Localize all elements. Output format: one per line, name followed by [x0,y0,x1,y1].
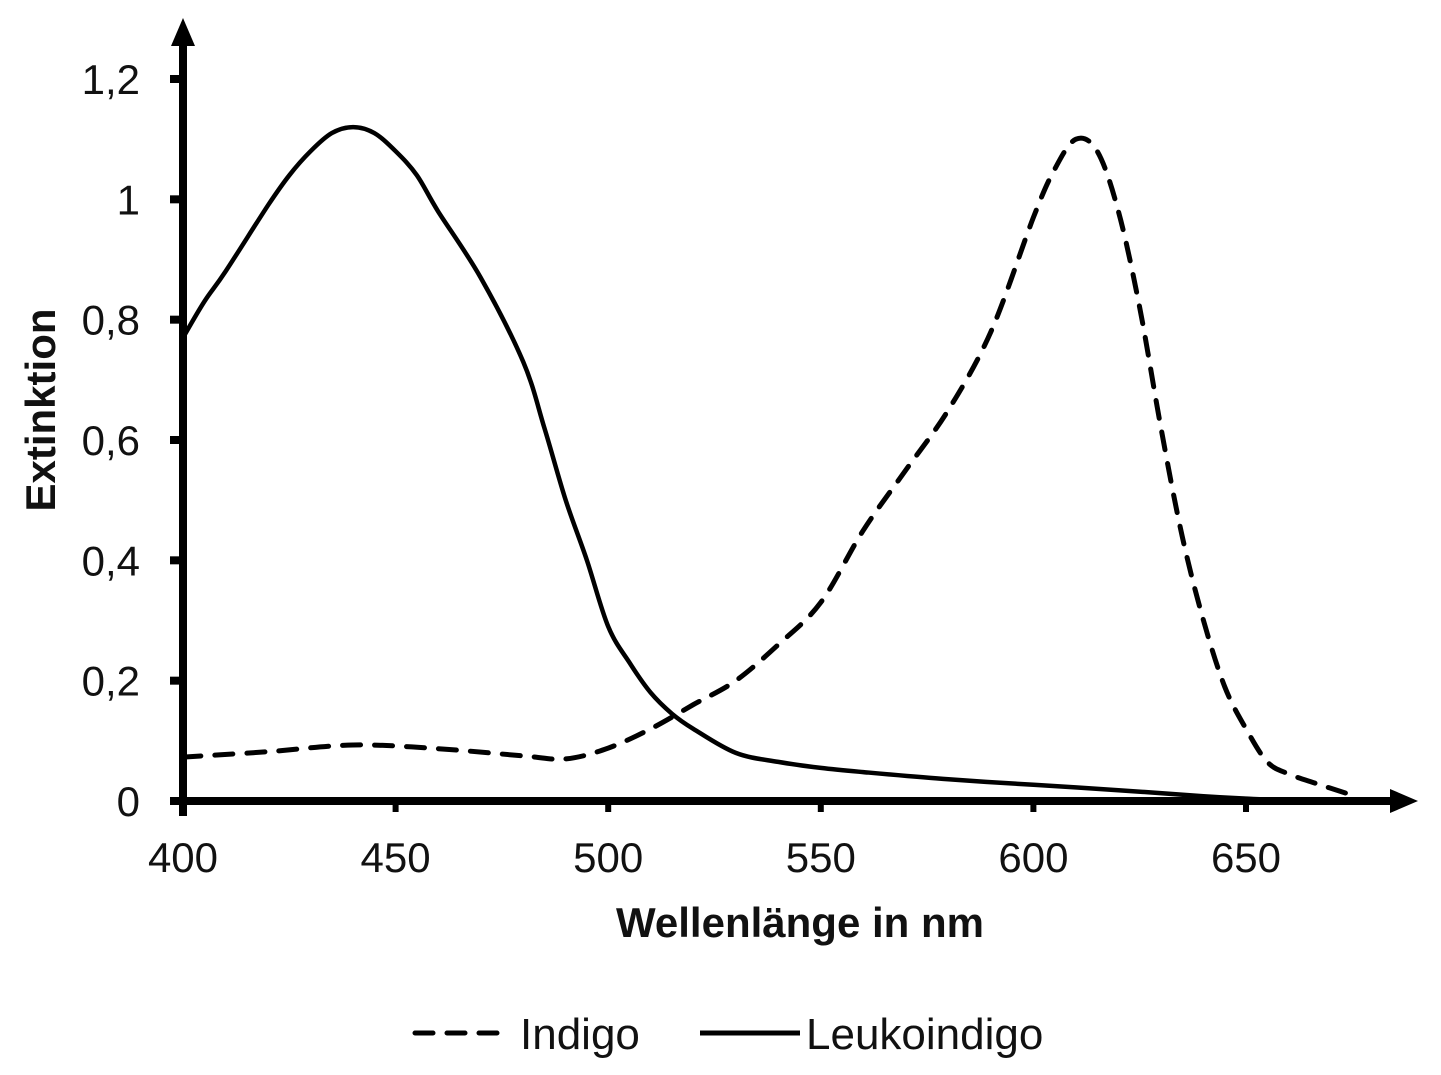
x-tick-label: 550 [786,834,856,881]
x-tick-label: 600 [998,834,1068,881]
y-tick-label: 1,2 [82,56,140,103]
x-tick-label: 450 [361,834,431,881]
legend-item-leukoindigo: Leukoindigo [700,1010,1043,1059]
legend-item-indigo: Indigo [412,1010,640,1059]
series-line-indigo [180,135,1351,797]
x-tick-label: 400 [148,834,218,881]
axes [171,18,1418,813]
y-tick-label: 0,8 [82,297,140,344]
x-tick-label: 650 [1211,834,1281,881]
series-layer [180,124,1351,804]
y-axis-ticks: 0 0,2 0,4 0,6 0,8 1 1,2 [82,56,183,825]
legend-label-leukoindigo: Leukoindigo [806,1010,1043,1059]
x-axis-ticks: 400 450 500 550 600 650 [148,801,1281,881]
y-tick-label: 1 [117,176,140,223]
y-tick-label: 0 [117,778,140,825]
legend: Indigo Leukoindigo [412,1010,1043,1059]
x-axis-arrow-icon [1390,789,1418,813]
y-tick-label: 0,6 [82,417,140,464]
y-tick-label: 0,4 [82,537,140,584]
y-tick-label: 0,2 [82,658,140,705]
y-axis-arrow-icon [171,18,195,46]
x-axis-title: Wellenlänge in nm [616,899,984,946]
legend-label-indigo: Indigo [520,1010,640,1059]
y-axis-title: Extinktion [17,308,64,511]
x-tick-label: 500 [573,834,643,881]
series-line-leukoindigo [181,124,1332,804]
